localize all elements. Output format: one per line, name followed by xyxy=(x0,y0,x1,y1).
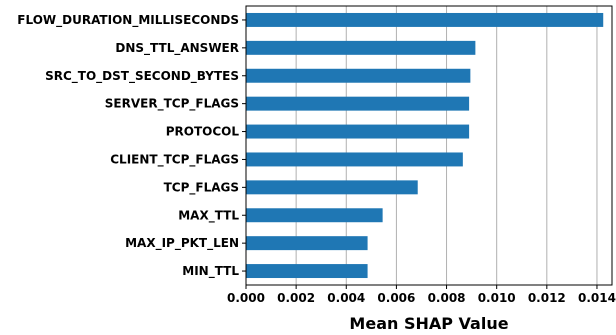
category-label: MAX_IP_PKT_LEN xyxy=(125,236,239,251)
category-labels: FLOW_DURATION_MILLISECONDS DNS_TTL_ANSWER… xyxy=(17,13,239,279)
bar xyxy=(246,68,471,83)
category-label: FLOW_DURATION_MILLISECONDS xyxy=(17,13,239,28)
bar xyxy=(246,12,604,27)
x-tick-label: 0.000 xyxy=(227,291,265,305)
category-label: MIN_TTL xyxy=(182,264,239,279)
bars xyxy=(246,12,604,279)
bar xyxy=(246,180,418,195)
axes xyxy=(242,5,613,289)
category-label: DNS_TTL_ANSWER xyxy=(115,41,239,56)
category-label: SRC_TO_DST_SECOND_BYTES xyxy=(45,69,239,84)
x-tick-label: 0.006 xyxy=(377,291,415,305)
bar xyxy=(246,40,476,55)
category-label: TCP_FLAGS xyxy=(164,180,239,195)
x-tick-labels: 0.000 0.002 0.004 0.006 0.008 0.010 0.012 0.014 xyxy=(227,291,616,305)
bar xyxy=(246,236,368,251)
bar xyxy=(246,208,383,223)
x-tick-label: 0.012 xyxy=(528,291,566,305)
x-tick-label: 0.014 xyxy=(578,291,616,305)
category-label: PROTOCOL xyxy=(166,125,240,139)
x-tick-label: 0.004 xyxy=(327,291,365,305)
plot-frame xyxy=(245,5,613,286)
bar xyxy=(246,96,470,111)
bar xyxy=(246,152,463,167)
category-label: SERVER_TCP_FLAGS xyxy=(105,97,239,112)
category-label: CLIENT_TCP_FLAGS xyxy=(110,152,239,167)
x-axis-title: Mean SHAP Value xyxy=(349,314,508,333)
bar xyxy=(246,264,368,279)
x-tick-label: 0.010 xyxy=(478,291,516,305)
x-tick-label: 0.002 xyxy=(277,291,315,305)
category-label: MAX_TTL xyxy=(178,208,239,223)
x-tick-label: 0.008 xyxy=(428,291,466,305)
bar xyxy=(246,124,470,139)
